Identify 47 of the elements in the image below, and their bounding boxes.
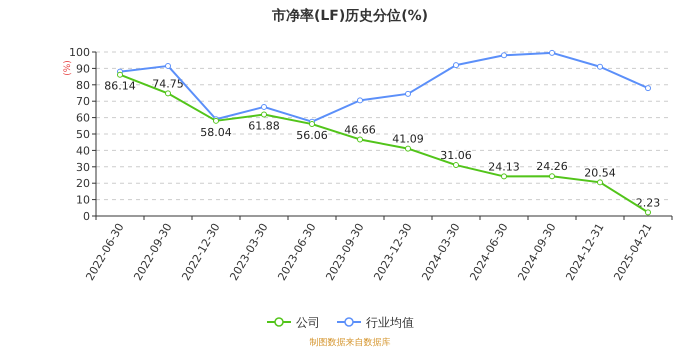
y-axis-title: (%) — [63, 60, 73, 76]
y-tick-label: 80 — [76, 78, 90, 92]
data-label: 58.04 — [200, 126, 232, 139]
y-tick-label: 100 — [69, 46, 90, 59]
data-label: 86.14 — [104, 80, 136, 93]
point — [405, 90, 411, 97]
data-label: 61.88 — [248, 120, 280, 133]
data-label: 56.06 — [296, 129, 328, 142]
point — [405, 146, 411, 152]
point — [261, 112, 267, 118]
y-tick-label: 90 — [76, 62, 90, 76]
point — [645, 85, 651, 92]
legend-label: 行业均值 — [366, 316, 414, 330]
data-label: 41.09 — [392, 132, 424, 146]
point — [117, 72, 123, 78]
point — [165, 62, 171, 69]
data-label: 31.06 — [440, 149, 472, 162]
point — [597, 179, 603, 186]
data-label: 74.75 — [152, 77, 184, 90]
point — [597, 64, 603, 70]
data-label: 24.26 — [536, 160, 568, 174]
point — [501, 173, 507, 180]
point — [549, 173, 555, 180]
point — [453, 62, 459, 68]
text: 制图数据来自数据库 — [310, 337, 390, 348]
y-tick-label: 10 — [76, 194, 90, 207]
y-tick-label: 40 — [76, 144, 90, 158]
y-tick-label: 60 — [76, 112, 90, 125]
y-tick-label: 50 — [76, 128, 90, 141]
point — [357, 97, 363, 104]
point — [453, 162, 459, 168]
data-label: 46.66 — [344, 123, 376, 136]
y-tick-label: 30 — [76, 160, 90, 174]
point — [357, 136, 363, 142]
point — [549, 50, 555, 56]
point — [501, 52, 507, 58]
data-label: 24.13 — [488, 160, 520, 174]
legend-label: 公司 — [296, 316, 320, 330]
point — [309, 121, 315, 128]
data-label: 20.54 — [584, 166, 616, 180]
chart-title: 市净率(LF)历史分位(%) — [270, 7, 428, 24]
point — [261, 104, 267, 110]
point — [645, 209, 651, 216]
y-tick-label: 70 — [76, 95, 90, 108]
point — [165, 90, 171, 96]
y-tick-label: 0 — [83, 210, 90, 223]
y-tick-label: 20 — [76, 177, 90, 190]
